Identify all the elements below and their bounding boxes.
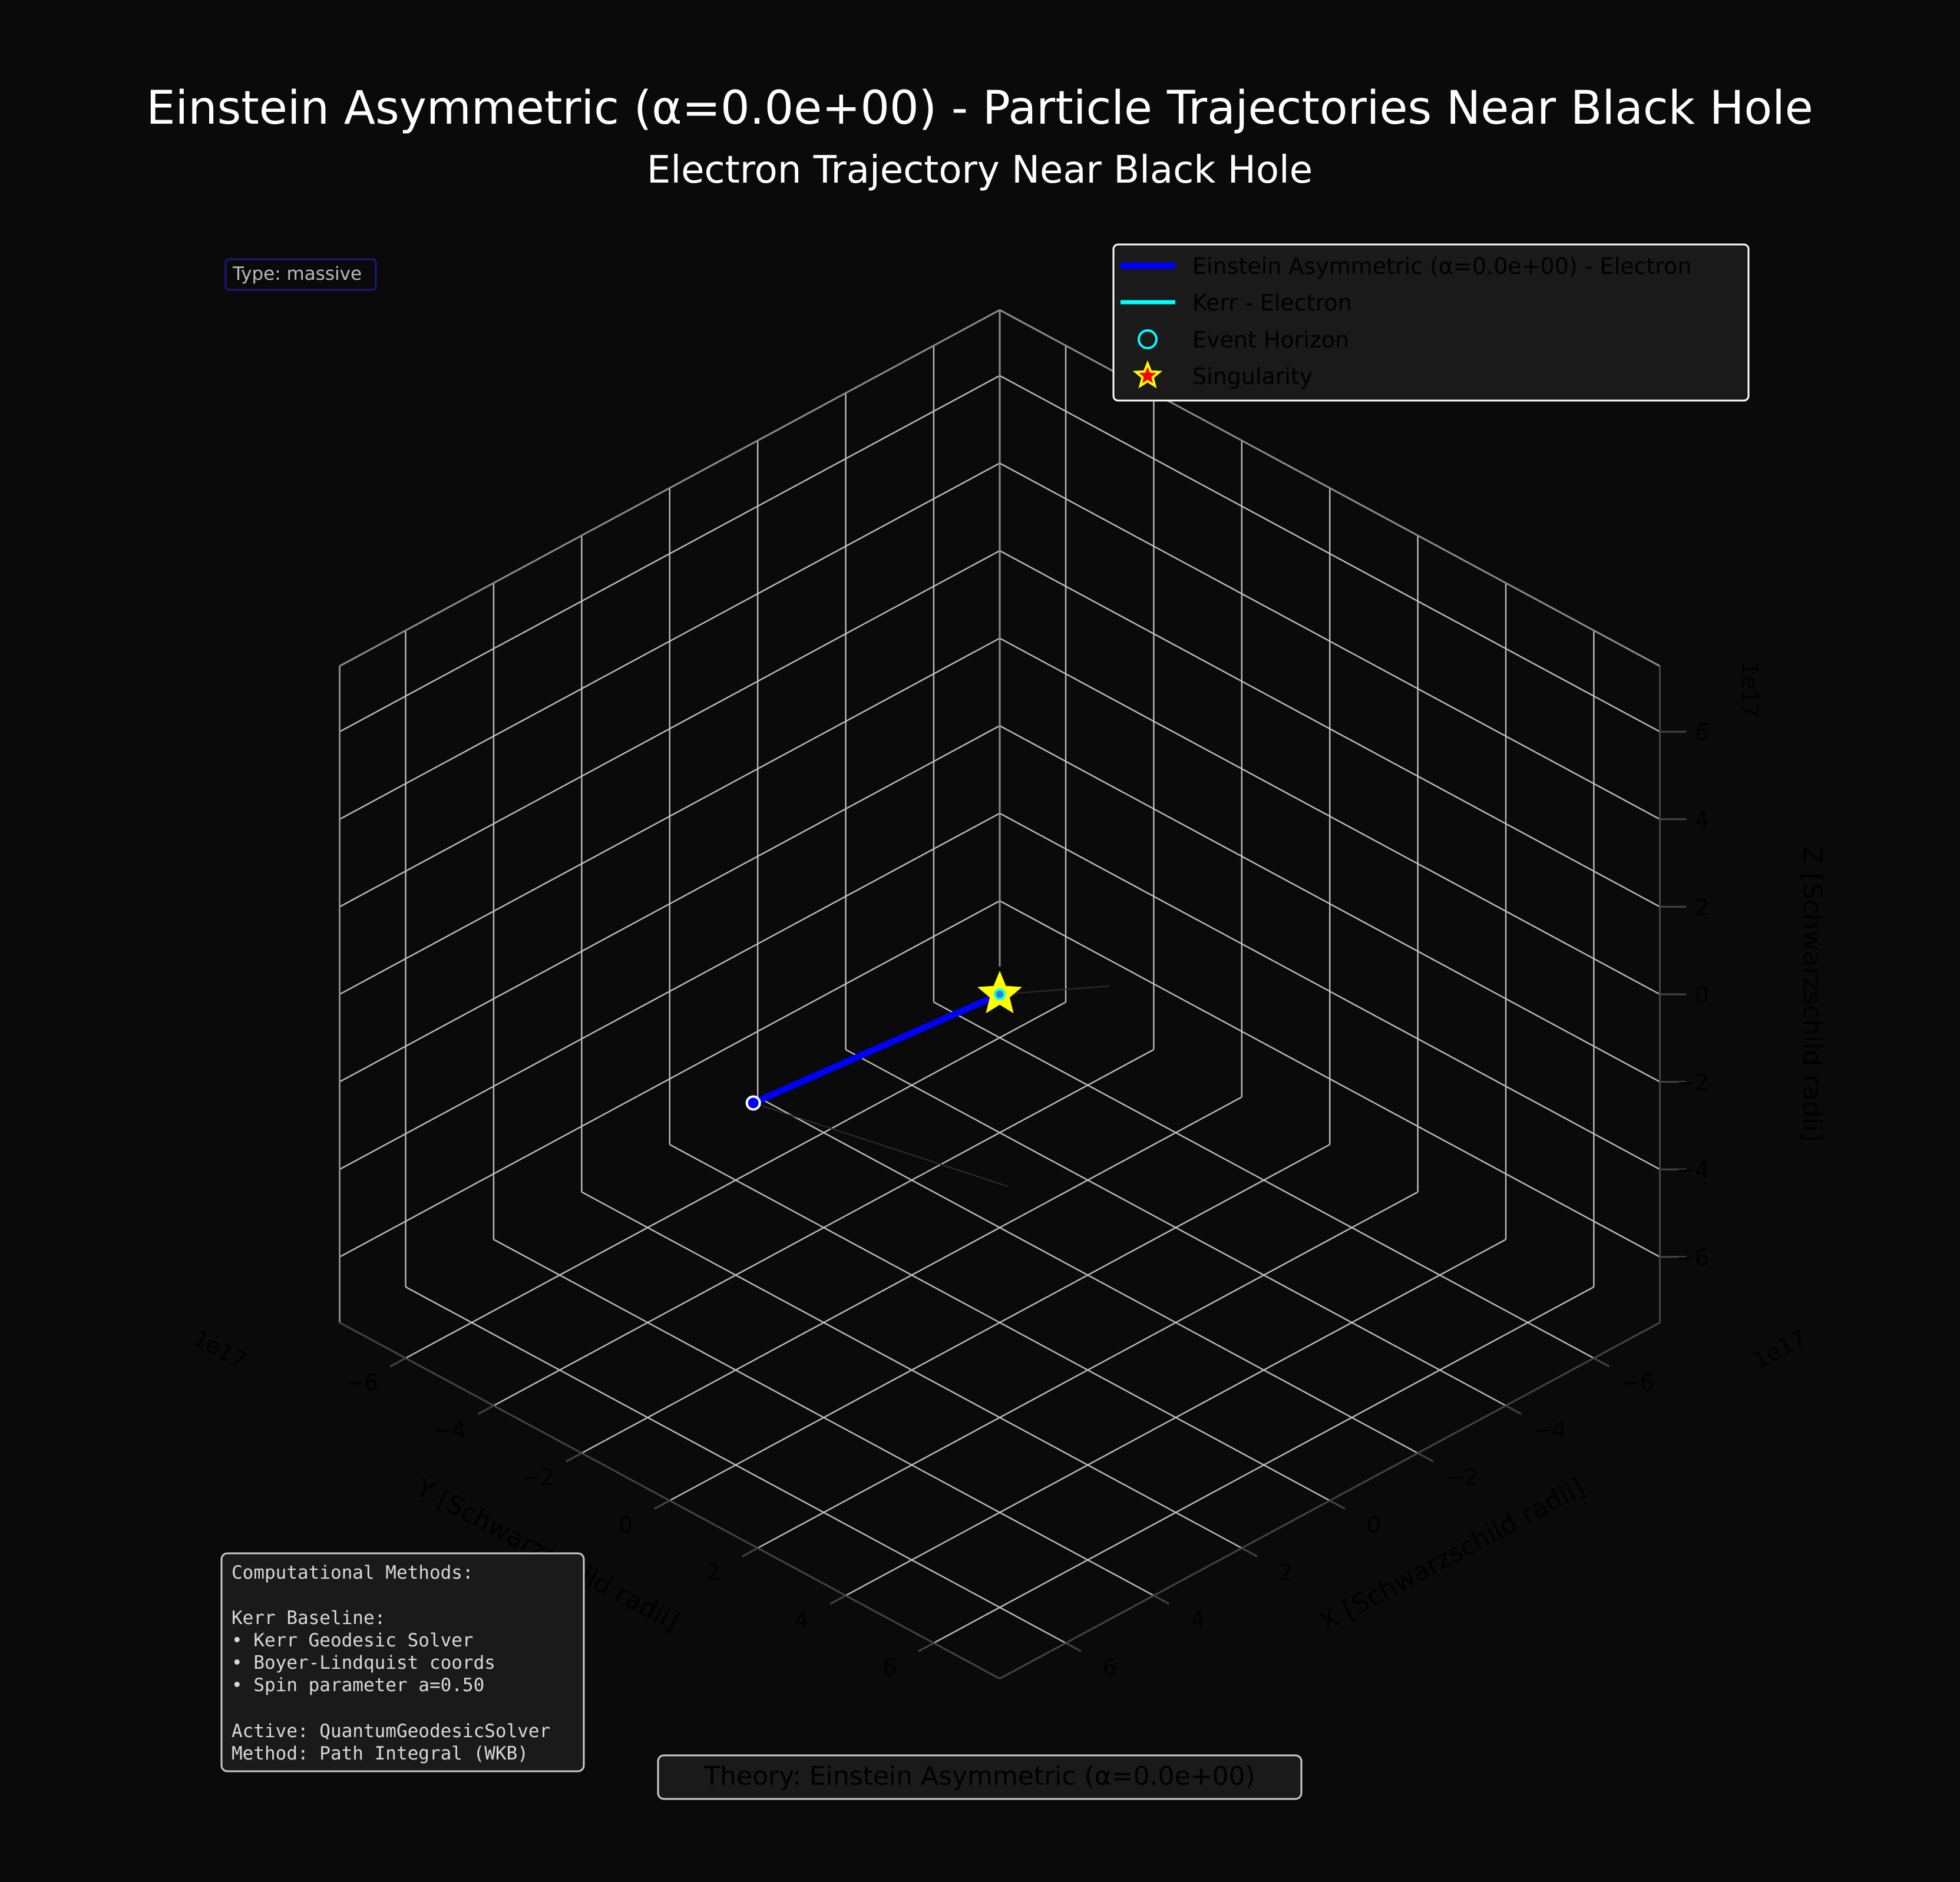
legend-marker-singularity	[1132, 360, 1163, 389]
pane-edge-top-left	[999, 309, 1661, 667]
legend-frame	[1112, 243, 1750, 402]
legend-label-kerr: Kerr - Electron	[1192, 290, 1352, 316]
x-tick-4	[1241, 1547, 1258, 1557]
x-tick-label-0: −6	[1621, 1370, 1654, 1395]
y-tick-3	[653, 1500, 670, 1510]
wall-grid-z-left-3	[999, 637, 1661, 995]
x-tick-6	[1065, 1642, 1082, 1652]
pane-edge-top-right	[339, 309, 1000, 667]
wall-grid-z-right-4	[339, 550, 1000, 908]
wall-grid-z-right-5	[339, 462, 1000, 820]
legend: Einstein Asymmetric (α=0.0e+00) - Electr…	[1112, 243, 1750, 402]
y-tick-2	[566, 1452, 583, 1463]
x-tick-1	[1505, 1404, 1522, 1415]
y-tick-label-1: −4	[433, 1417, 466, 1443]
methods-line-5: • Boyer-Lindquist coords	[232, 1652, 495, 1673]
methods-box: Computational Methods: Kerr Baseline: • …	[220, 1552, 585, 1772]
series-line-0	[750, 991, 1003, 1106]
theory-box: Theory: Einstein Asymmetric (α=0.0e+00)	[657, 1754, 1303, 1800]
wall-grid-z-right-6	[339, 375, 1000, 733]
floor-grid-y-3	[669, 1143, 1330, 1501]
projection-line-start	[753, 1102, 1009, 1188]
y-tick-4	[742, 1547, 758, 1557]
x-tick-label-2: −2	[1445, 1464, 1478, 1490]
floor-grid-y-1	[493, 1049, 1155, 1407]
wall-grid-z-left-2	[999, 725, 1661, 1083]
wall-grid-z-left-5	[999, 462, 1661, 820]
y-tick-label-6: 6	[883, 1655, 897, 1681]
legend-label-event-horizon: Event Horizon	[1192, 327, 1349, 353]
methods-box-frame	[220, 1552, 585, 1772]
z-tick-label-4: 2	[1695, 894, 1709, 920]
y-tick-1	[478, 1404, 494, 1415]
floor-grid-y-0	[405, 1001, 1066, 1359]
event-horizon-marker	[994, 988, 1006, 1000]
x-tick-label-3: 0	[1367, 1512, 1381, 1538]
methods-line-1: Computational Methods:	[232, 1562, 474, 1583]
wall-grid-z-right-0	[339, 900, 1000, 1258]
z-tick-label-5: 4	[1695, 807, 1709, 833]
methods-line-8: Active: QuantumGeodesicSolver	[232, 1721, 550, 1742]
x-tick-label-6: 6	[1103, 1655, 1117, 1681]
y-tick-6	[918, 1642, 934, 1652]
wall-grid-z-right-3	[339, 637, 1000, 995]
x-tick-3	[1329, 1500, 1346, 1510]
wall-grid-z-left-6	[999, 375, 1661, 733]
type-box-frame	[224, 258, 377, 291]
wall-grid-z-left-1	[999, 812, 1661, 1170]
y-tick-label-4: 2	[706, 1559, 720, 1585]
wall-grid-z-right-1	[339, 812, 1000, 1170]
z-tick-label-2: −2	[1676, 1070, 1709, 1096]
wall-grid-z-right-2	[339, 725, 1000, 1083]
floor-grid-y-2	[581, 1096, 1242, 1454]
y-tick-label-2: −2	[521, 1464, 554, 1490]
z-tick-label-3: 0	[1695, 982, 1709, 1008]
floor-grid-y-4	[757, 1191, 1419, 1549]
floor-grid-y-5	[845, 1239, 1506, 1596]
type-box: Type: massive	[224, 258, 377, 291]
methods-line-9: Method: Path Integral (WKB)	[232, 1743, 528, 1764]
x-tick-5	[1153, 1595, 1170, 1605]
y-tick-label-0: −6	[345, 1370, 378, 1395]
chart-title: Electron Trajectory Near Black Hole	[647, 148, 1313, 192]
wall-grid-z-left-0	[999, 900, 1661, 1258]
projection-line-origin	[999, 985, 1110, 995]
legend-marker-event-horizon	[1138, 329, 1158, 349]
x-tick-0	[1593, 1357, 1610, 1368]
x-tick-label-5: 4	[1191, 1607, 1205, 1633]
figure-title: Einstein Asymmetric (α=0.0e+00) - Partic…	[146, 82, 1813, 135]
legend-label-einstein: Einstein Asymmetric (α=0.0e+00) - Electr…	[1192, 253, 1691, 279]
z-tick-label-1: −4	[1676, 1157, 1709, 1183]
type-box-text: Type: massive	[232, 263, 362, 285]
trajectory-start-point	[745, 1095, 761, 1111]
z-axis-label: Z [Schwarzschild radii]	[1797, 846, 1827, 1142]
x-tick-label-4: 2	[1278, 1559, 1293, 1585]
methods-line-3: Kerr Baseline:	[232, 1608, 385, 1629]
legend-label-singularity: Singularity	[1192, 363, 1313, 389]
methods-line-6: • Spin parameter a=0.50	[232, 1675, 484, 1696]
y-tick-label-3: 0	[619, 1512, 633, 1538]
methods-line-4: • Kerr Geodesic Solver	[232, 1630, 474, 1651]
theory-box-text: Theory: Einstein Asymmetric (α=0.0e+00)	[703, 1761, 1255, 1791]
floor-grid-y-6	[933, 1286, 1595, 1644]
theory-box-frame	[657, 1754, 1303, 1800]
z-tick-label-0: −6	[1676, 1245, 1709, 1271]
y-tick-5	[829, 1595, 847, 1605]
x-tick-label-1: −4	[1533, 1417, 1566, 1443]
x-tick-2	[1417, 1452, 1434, 1463]
wall-grid-z-left-4	[999, 550, 1661, 908]
z-offset-label: 1e17	[1737, 661, 1763, 718]
y-tick-0	[389, 1357, 406, 1368]
y-tick-label-5: 4	[795, 1607, 809, 1633]
z-tick-label-6: 6	[1695, 719, 1709, 745]
